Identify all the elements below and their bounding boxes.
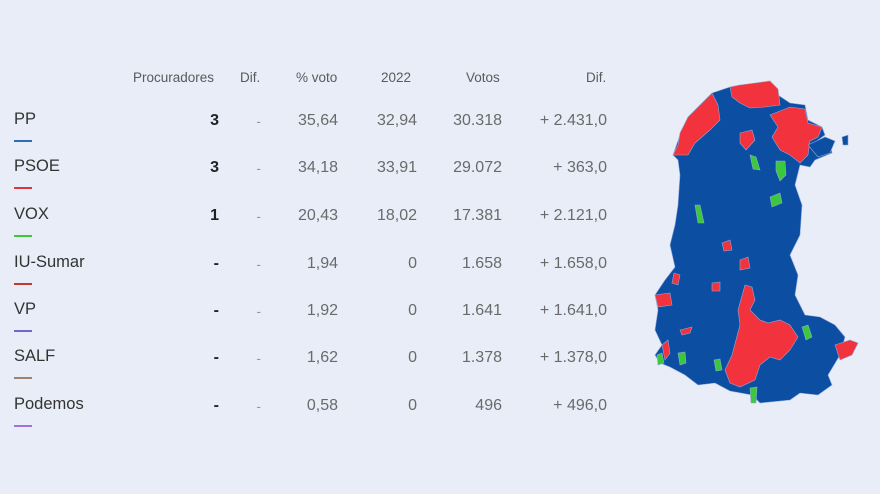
vox-7[interactable] xyxy=(677,351,687,366)
vox-1[interactable] xyxy=(749,154,761,171)
psoe-small-1[interactable] xyxy=(721,239,733,252)
seats-dif: - xyxy=(256,113,261,129)
pct-2022: 0 xyxy=(408,255,417,272)
votes-dif: + 2.121,0 xyxy=(539,207,607,224)
map-svg xyxy=(654,80,859,404)
seats: 3 xyxy=(210,159,219,176)
psoe-sw[interactable] xyxy=(661,339,671,361)
pct-voto: 0,58 xyxy=(306,397,338,414)
vox-8[interactable] xyxy=(713,358,723,372)
votes: 1.641 xyxy=(461,302,502,319)
seats: - xyxy=(213,397,219,414)
seats-dif: - xyxy=(256,303,261,319)
votes-dif: + 2.431,0 xyxy=(539,112,607,129)
vox-3[interactable] xyxy=(769,192,783,208)
vox-9[interactable] xyxy=(749,386,758,404)
pp-region[interactable] xyxy=(654,82,846,404)
header-pct-voto: % voto xyxy=(296,70,338,85)
pct-voto: 1,62 xyxy=(306,349,338,366)
party-color-line xyxy=(14,235,32,237)
pct-2022: 33,91 xyxy=(376,159,417,176)
header-seats-dif: Dif. xyxy=(240,70,261,85)
party-row: SALF - - 1,62 0 1.378 + 1.378,0 xyxy=(0,347,640,395)
psoe-region-n2[interactable] xyxy=(739,129,756,151)
votes: 29.072 xyxy=(453,159,502,176)
votes: 496 xyxy=(475,397,502,414)
seats-dif: - xyxy=(256,160,261,176)
pct-2022: 0 xyxy=(408,397,417,414)
votes-dif: + 363,0 xyxy=(553,159,607,176)
party-name: SALF xyxy=(14,347,56,365)
votes: 30.318 xyxy=(453,112,502,129)
psoe-small-5[interactable] xyxy=(679,326,693,336)
psoe-small-4[interactable] xyxy=(711,281,721,292)
votes-dif: + 1.658,0 xyxy=(539,255,607,272)
party-row: IU-Sumar - - 1,94 0 1.658 + 1.658,0 xyxy=(0,253,640,301)
party-name: IU-Sumar xyxy=(14,253,85,271)
party-row: VOX 1 - 20,43 18,02 17.381 + 2.121,0 xyxy=(0,205,640,253)
seats-dif: - xyxy=(256,256,261,272)
pct-2022: 32,94 xyxy=(376,112,417,129)
seats: - xyxy=(213,302,219,319)
party-color-line xyxy=(14,330,32,332)
seats: 1 xyxy=(210,207,219,224)
votes: 1.378 xyxy=(461,349,502,366)
vox-2[interactable] xyxy=(775,160,787,182)
party-color-line xyxy=(14,140,32,142)
seats-dif: - xyxy=(256,398,261,414)
psoe-west[interactable] xyxy=(654,292,673,308)
party-name: PP xyxy=(14,110,37,128)
seats: 3 xyxy=(210,112,219,129)
municipality-results-map[interactable] xyxy=(640,75,880,415)
party-color-line xyxy=(14,425,32,427)
votes: 1.658 xyxy=(461,255,502,272)
pct-voto: 35,64 xyxy=(297,112,338,129)
header-procuradores: Procuradores xyxy=(133,70,215,85)
seats-dif: - xyxy=(256,208,261,224)
vox-6[interactable] xyxy=(656,352,665,366)
vox-5[interactable] xyxy=(801,324,813,341)
party-name: VP xyxy=(14,300,37,318)
vox-4[interactable] xyxy=(694,204,705,224)
pct-voto: 34,18 xyxy=(297,159,338,176)
header-votos: Votos xyxy=(466,70,500,85)
header-votes-dif: Dif. xyxy=(586,70,607,85)
party-color-line xyxy=(14,187,32,189)
seats: - xyxy=(213,255,219,272)
pct-voto: 20,43 xyxy=(297,207,338,224)
pp-region-ne[interactable] xyxy=(807,136,836,158)
party-row: VP - - 1,92 0 1.641 + 1.641,0 xyxy=(0,300,640,348)
pct-2022: 18,02 xyxy=(376,207,417,224)
votes-dif: + 1.378,0 xyxy=(539,349,607,366)
votes-dif: + 1.641,0 xyxy=(539,302,607,319)
party-name: PSOE xyxy=(14,157,60,175)
party-color-line xyxy=(14,283,32,285)
seats-dif: - xyxy=(256,350,261,366)
pct-2022: 0 xyxy=(408,349,417,366)
party-row: PSOE 3 - 34,18 33,91 29.072 + 363,0 xyxy=(0,157,640,205)
pp-islet[interactable] xyxy=(841,134,849,146)
party-row: Podemos - - 0,58 0 496 + 496,0 xyxy=(0,395,640,443)
psoe-small-2[interactable] xyxy=(739,256,751,271)
psoe-region-ne[interactable] xyxy=(769,106,823,164)
psoe-region-nw[interactable] xyxy=(672,92,721,156)
header-2022: 2022 xyxy=(381,70,412,85)
votes: 17.381 xyxy=(453,207,502,224)
pct-voto: 1,92 xyxy=(306,302,338,319)
seats: - xyxy=(213,349,219,366)
pct-voto: 1,94 xyxy=(306,255,338,272)
party-color-line xyxy=(14,377,32,379)
party-name: VOX xyxy=(14,205,49,223)
psoe-small-3[interactable] xyxy=(671,272,681,286)
psoe-south[interactable] xyxy=(724,284,799,388)
pct-2022: 0 xyxy=(408,302,417,319)
votes-dif: + 496,0 xyxy=(553,397,607,414)
results-table: Procuradores Dif. % voto 2022 Votos Dif.… xyxy=(0,70,640,443)
party-row: PP 3 - 35,64 32,94 30.318 + 2.431,0 xyxy=(0,110,640,158)
psoe-se[interactable] xyxy=(834,339,859,361)
party-name: Podemos xyxy=(14,395,84,413)
psoe-region-top[interactable] xyxy=(729,80,781,109)
